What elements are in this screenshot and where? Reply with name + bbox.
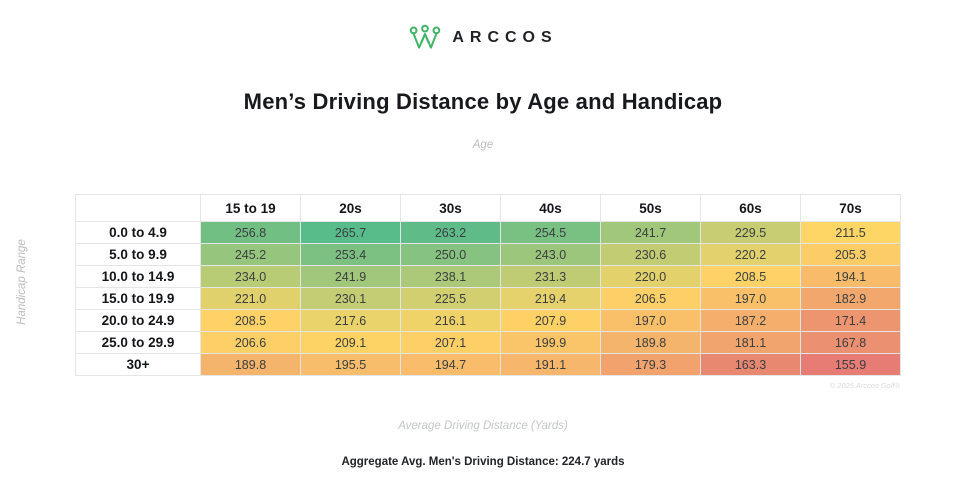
heatmap-cell: 234.0 <box>200 265 301 288</box>
heatmap-cell: 216.1 <box>400 309 501 332</box>
heatmap-cell: 241.7 <box>600 221 701 244</box>
heatmap-cell: 197.0 <box>700 287 801 310</box>
copyright-watermark: © 2025 Arccos Golf® <box>829 381 900 390</box>
heatmap-cell: 231.3 <box>500 265 601 288</box>
table-row: 30+ 189.8 195.5 194.7 191.1 179.3 163.3 155.9 <box>75 353 901 376</box>
crown-w-icon <box>408 24 442 51</box>
value-axis-label: Average Driving Distance (Yards) <box>398 420 568 432</box>
brand-wordmark: ARCCOS <box>452 28 558 46</box>
heatmap-cell: 250.0 <box>400 243 501 266</box>
column-header: 15 to 19 <box>200 194 301 222</box>
y-axis-label: Handicap Range <box>16 239 28 325</box>
header-row: 15 to 19 20s 30s 40s 50s 60s 70s <box>75 194 901 222</box>
heatmap-cell: 199.9 <box>500 331 601 354</box>
heatmap-cell: 229.5 <box>700 221 801 244</box>
heatmap-cell: 263.2 <box>400 221 501 244</box>
heatmap-cell: 211.5 <box>800 221 901 244</box>
heatmap-cell: 206.5 <box>600 287 701 310</box>
row-header: 20.0 to 24.9 <box>75 309 201 332</box>
heatmap-cell: 197.0 <box>600 309 701 332</box>
heatmap-cell: 208.5 <box>200 309 301 332</box>
heatmap-cell: 220.2 <box>700 243 801 266</box>
column-header: 30s <box>400 194 501 222</box>
heatmap-cell: 245.2 <box>200 243 301 266</box>
column-header: 40s <box>500 194 601 222</box>
heatmap-cell: 208.5 <box>700 265 801 288</box>
heatmap-body: 0.0 to 4.9 256.8 265.7 263.2 254.5 241.7 229.5… <box>75 221 901 376</box>
heatmap-cell: 195.5 <box>300 353 401 376</box>
column-header: 50s <box>600 194 701 222</box>
heatmap-header: 15 to 19 20s 30s 40s 50s 60s 70s <box>75 194 901 222</box>
table-row: 5.0 to 9.9 245.2 253.4 250.0 243.0 230.6 220.2… <box>75 243 901 266</box>
brand-logo: ARCCOS <box>0 24 966 51</box>
heatmap-cell: 194.7 <box>400 353 501 376</box>
heatmap-cell: 221.0 <box>200 287 301 310</box>
heatmap-cell: 182.9 <box>800 287 901 310</box>
row-header: 0.0 to 4.9 <box>75 221 201 244</box>
heatmap-cell: 219.4 <box>500 287 601 310</box>
table-row: 25.0 to 29.9 206.6 209.1 207.1 199.9 189.8 181… <box>75 331 901 354</box>
heatmap-cell: 256.8 <box>200 221 301 244</box>
row-header: 10.0 to 14.9 <box>75 265 201 288</box>
heatmap-cell: 205.3 <box>800 243 901 266</box>
heatmap-cell: 155.9 <box>800 353 901 376</box>
heatmap-cell: 163.3 <box>700 353 801 376</box>
heatmap-cell: 171.4 <box>800 309 901 332</box>
table-row: 20.0 to 24.9 208.5 217.6 216.1 207.9 197.0 187… <box>75 309 901 332</box>
heatmap-cell: 207.1 <box>400 331 501 354</box>
column-header: 20s <box>300 194 401 222</box>
heatmap-cell: 194.1 <box>800 265 901 288</box>
heatmap-cell: 265.7 <box>300 221 401 244</box>
table-row: 15.0 to 19.9 221.0 230.1 225.5 219.4 206.5 197… <box>75 287 901 310</box>
heatmap-cell: 189.8 <box>600 331 701 354</box>
heatmap-cell: 238.1 <box>400 265 501 288</box>
row-header: 30+ <box>75 353 201 376</box>
heatmap-cell: 191.1 <box>500 353 601 376</box>
heatmap-cell: 167.8 <box>800 331 901 354</box>
row-header: 25.0 to 29.9 <box>75 331 201 354</box>
heatmap-cell: 179.3 <box>600 353 701 376</box>
heatmap-cell: 254.5 <box>500 221 601 244</box>
aggregate-average-note: Aggregate Avg. Men's Driving Distance: 2… <box>341 456 625 468</box>
corner-cell <box>75 194 201 222</box>
heatmap-cell: 217.6 <box>300 309 401 332</box>
heatmap-cell: 230.1 <box>300 287 401 310</box>
column-header: 70s <box>800 194 901 222</box>
row-header: 15.0 to 19.9 <box>75 287 201 310</box>
heatmap-cell: 181.1 <box>700 331 801 354</box>
heatmap-cell: 207.9 <box>500 309 601 332</box>
heatmap-cell: 241.9 <box>300 265 401 288</box>
heatmap-cell: 220.0 <box>600 265 701 288</box>
heatmap-cell: 253.4 <box>300 243 401 266</box>
heatmap-cell: 230.6 <box>600 243 701 266</box>
column-header: 60s <box>700 194 801 222</box>
table-row: 0.0 to 4.9 256.8 265.7 263.2 254.5 241.7 229.5… <box>75 221 901 244</box>
heatmap-table: 15 to 19 20s 30s 40s 50s 60s 70s 0.0 to 4.9 256… <box>75 194 901 376</box>
page-title: Men’s Driving Distance by Age and Handic… <box>243 89 723 114</box>
heatmap-cell: 187.2 <box>700 309 801 332</box>
row-header: 5.0 to 9.9 <box>75 243 201 266</box>
x-axis-label: Age <box>472 139 494 151</box>
heatmap-cell: 243.0 <box>500 243 601 266</box>
heatmap-cell: 209.1 <box>300 331 401 354</box>
heatmap-cell: 225.5 <box>400 287 501 310</box>
heatmap-cell: 189.8 <box>200 353 301 376</box>
table-row: 10.0 to 14.9 234.0 241.9 238.1 231.3 220.0 208… <box>75 265 901 288</box>
heatmap-cell: 206.6 <box>200 331 301 354</box>
